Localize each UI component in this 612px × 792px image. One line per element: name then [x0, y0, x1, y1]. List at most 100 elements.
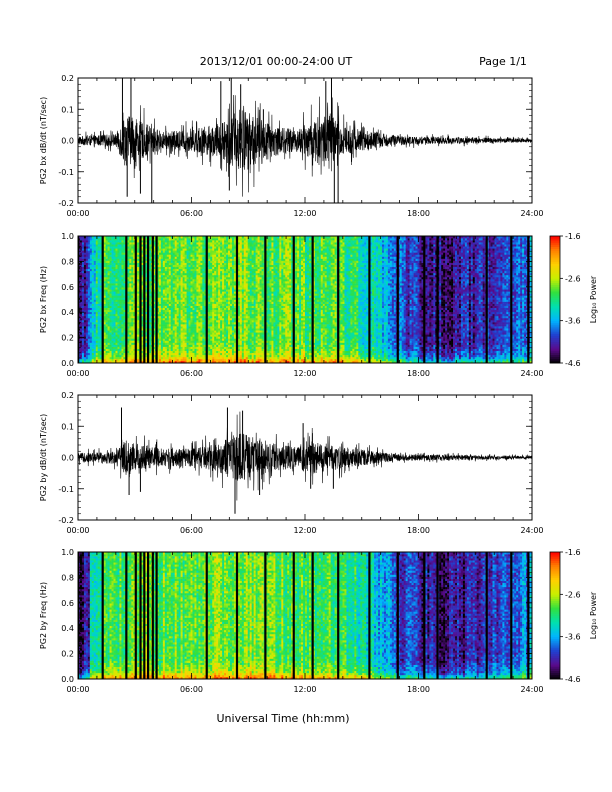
x-tick-label: 00:00 — [66, 209, 89, 218]
data-gap-line — [527, 552, 530, 679]
panel-plot-area — [78, 78, 532, 203]
y-axis-title: PG2 bx dB/dt (nT/sec) — [39, 97, 48, 184]
colorbar-title: Log₁₀ Power — [589, 275, 598, 323]
data-gap-line — [125, 552, 128, 679]
data-gap-line — [155, 236, 158, 363]
data-gap-line — [485, 236, 488, 363]
data-gap-line — [134, 552, 137, 679]
x-tick-label: 06:00 — [180, 526, 203, 535]
data-gap-line — [205, 552, 208, 679]
data-gap-line — [423, 236, 426, 363]
data-gap-line — [134, 236, 137, 363]
x-tick-label: 00:00 — [66, 526, 89, 535]
data-gap-line — [337, 236, 340, 363]
panel-4: 00:00 06:00 12:00 18:00 24:00 0.0 0.2 0.4 0.6 0.8… — [39, 548, 598, 694]
data-gap-line — [292, 552, 295, 679]
colorbar: -1.6 -2.6 -3.6 -4.6 Log₁₀ Power — [549, 548, 598, 684]
data-gap-line — [139, 552, 142, 679]
panel-2: 00:00 06:00 12:00 18:00 24:00 0.0 0.2 0.4 0.6 0.8… — [39, 232, 598, 378]
data-gap-line — [396, 552, 399, 679]
data-gap-line — [235, 236, 239, 363]
data-gap-line — [146, 236, 150, 363]
y-tick-label: -0.2 — [58, 516, 74, 525]
y-tick-label: 0.1 — [61, 422, 74, 431]
y-axis-title: PG2 bx Freq (Hz) — [39, 266, 48, 333]
panel-1: 00:00 06:00 12:00 18:00 24:00 -0.2 -0.1 0.0 0.1 0… — [39, 74, 544, 218]
y-tick-label: 0.2 — [61, 391, 74, 400]
colorbar-tick-label: -3.6 — [565, 317, 581, 326]
x-tick-label: 18:00 — [407, 369, 430, 378]
plot-stack: 00:00 06:00 12:00 18:00 24:00 -0.2 -0.1 0.0 0.1 0… — [39, 74, 598, 694]
data-gap-line — [368, 236, 371, 363]
x-tick-label: 00:00 — [66, 369, 89, 378]
data-gap-line — [510, 236, 513, 363]
data-gap-line — [139, 236, 142, 363]
x-axis-title: Universal Time (hh:mm) — [217, 712, 350, 725]
y-tick-label: 0.8 — [61, 573, 74, 582]
y-tick-label: 1.0 — [61, 548, 74, 557]
data-gap-line — [485, 552, 488, 679]
x-tick-label: 24:00 — [520, 685, 543, 694]
signal-trace — [78, 93, 532, 197]
data-gap-line — [311, 236, 314, 363]
colorbar-tick-label: -4.6 — [565, 675, 581, 684]
data-gap-line — [146, 552, 150, 679]
y-tick-label: 0.0 — [61, 675, 74, 684]
x-tick-label: 24:00 — [520, 209, 543, 218]
x-tick-label: 24:00 — [520, 369, 543, 378]
colorbar-tick-label: -1.6 — [565, 548, 581, 557]
y-tick-label: 0.0 — [61, 137, 74, 146]
y-tick-label: 0.0 — [61, 454, 74, 463]
panel-plot-area — [78, 407, 532, 514]
x-tick-label: 06:00 — [180, 369, 203, 378]
x-tick-label: 00:00 — [66, 685, 89, 694]
x-tick-label: 12:00 — [293, 685, 316, 694]
data-gap-line — [101, 552, 104, 679]
y-tick-label: 0.1 — [61, 105, 74, 114]
colorbar-tick-label: -2.6 — [565, 274, 581, 283]
x-tick-label: 18:00 — [407, 685, 430, 694]
data-gap-line — [151, 236, 154, 363]
data-gap-line — [143, 552, 146, 679]
page-indicator: Page 1/1 — [479, 55, 527, 68]
x-tick-label: 24:00 — [520, 526, 543, 535]
data-gap-line — [78, 236, 80, 363]
x-tick-label: 18:00 — [407, 526, 430, 535]
signal-trace — [78, 411, 532, 501]
data-gap-line — [423, 552, 426, 679]
y-tick-label: -0.2 — [58, 199, 74, 208]
data-gap-line — [125, 236, 128, 363]
date-range-title: 2013/12/01 00:00-24:00 UT — [200, 55, 353, 68]
y-tick-label: 0.2 — [61, 650, 74, 659]
data-gap-line — [205, 236, 208, 363]
data-gap-line — [337, 552, 340, 679]
colorbar-title: Log₁₀ Power — [589, 591, 598, 639]
y-tick-label: 0.2 — [61, 334, 74, 343]
colorbar-tick-label: -3.6 — [565, 633, 581, 642]
y-tick-label: 0.2 — [61, 74, 74, 83]
x-tick-label: 12:00 — [293, 209, 316, 218]
data-gap-line — [143, 236, 146, 363]
data-gap-line — [311, 552, 314, 679]
data-gap-line — [436, 236, 439, 363]
y-tick-label: 0.6 — [61, 599, 74, 608]
data-gap-line — [264, 236, 267, 363]
data-gap-line — [368, 552, 371, 679]
x-tick-label: 18:00 — [407, 209, 430, 218]
y-tick-label: 0.4 — [61, 308, 74, 317]
y-tick-label: 1.0 — [61, 232, 74, 241]
y-tick-label: 0.0 — [61, 359, 74, 368]
data-gap-line — [396, 236, 399, 363]
y-axis-title: PG2 by Freq (Hz) — [39, 582, 48, 649]
x-tick-label: 06:00 — [180, 685, 203, 694]
y-tick-label: 0.8 — [61, 257, 74, 266]
x-tick-label: 06:00 — [180, 209, 203, 218]
colorbar-tick-label: -1.6 — [565, 232, 581, 241]
y-tick-label: -0.1 — [58, 168, 74, 177]
data-gap-line — [235, 552, 239, 679]
y-tick-label: 0.4 — [61, 624, 74, 633]
x-tick-label: 12:00 — [293, 526, 316, 535]
data-gap-line — [264, 552, 267, 679]
data-gap-line — [292, 236, 295, 363]
data-gap-line — [101, 236, 104, 363]
